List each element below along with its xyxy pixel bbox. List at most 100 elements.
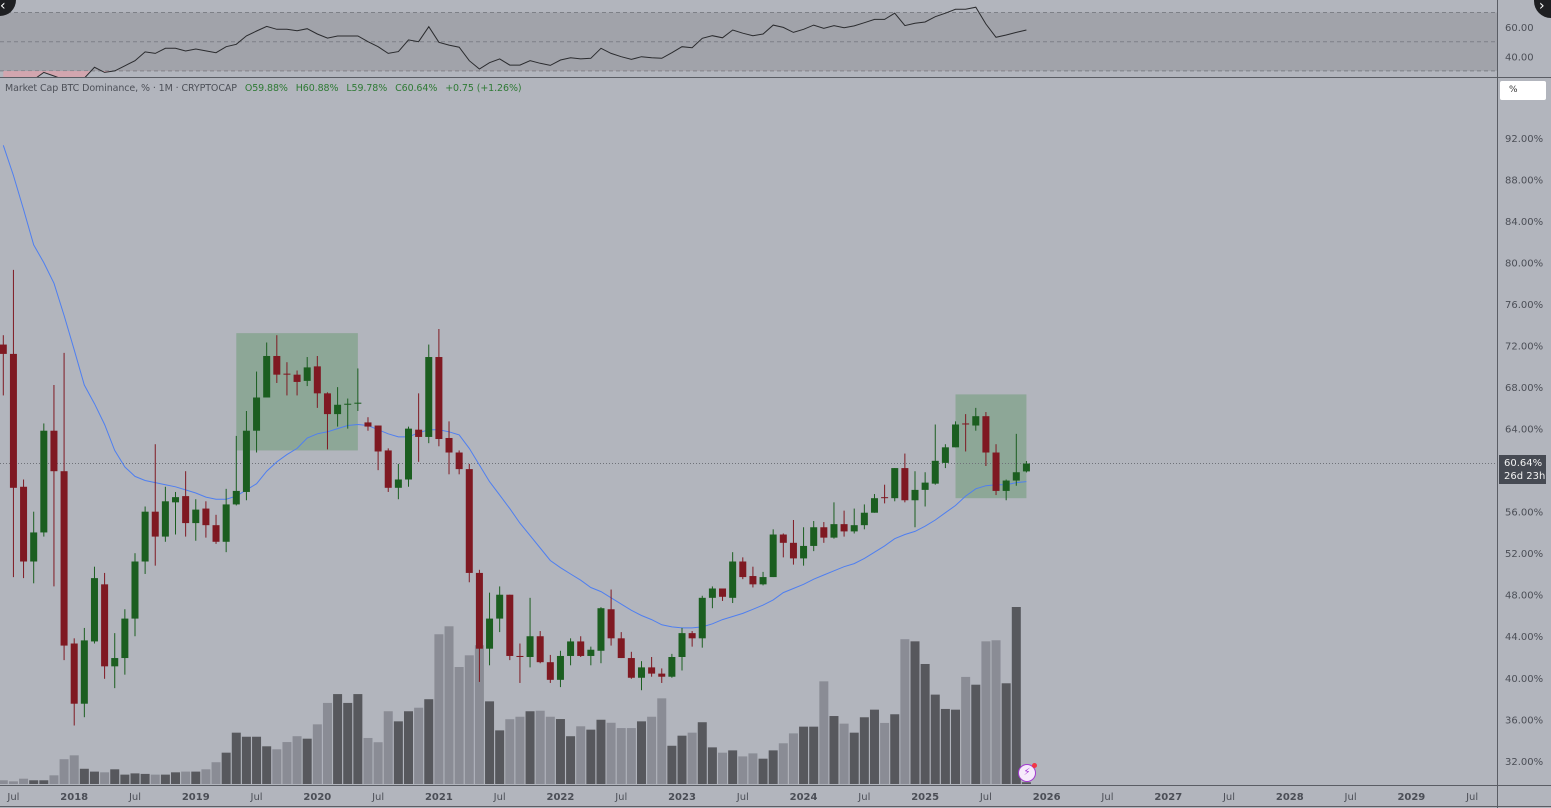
candle[interactable] [546,654,554,683]
candle[interactable] [121,609,129,675]
candle[interactable] [496,586,504,633]
candle[interactable] [455,450,463,475]
candle[interactable] [283,362,291,396]
candle[interactable] [759,571,767,586]
candle[interactable] [617,632,625,659]
candle[interactable] [810,521,818,552]
candle[interactable] [1002,479,1010,501]
candle[interactable] [293,370,301,396]
candle[interactable] [982,412,990,467]
candle[interactable] [405,426,412,487]
candle[interactable] [962,414,970,452]
candle[interactable] [172,491,180,535]
candle[interactable] [698,595,706,648]
candle[interactable] [303,357,311,387]
candle[interactable] [556,650,564,688]
candle[interactable] [232,435,240,506]
candle[interactable] [506,594,514,661]
candle[interactable] [891,468,899,502]
candle[interactable] [0,335,7,396]
candle[interactable] [435,328,443,447]
candle[interactable] [253,371,261,453]
candle[interactable] [597,607,605,664]
candle[interactable] [820,522,828,543]
symbol-title[interactable]: Market Cap BTC Dominance, % · 1M · CRYPT… [5,83,237,94]
lightning-bolt-icon[interactable]: ⚡ [1018,763,1037,782]
candle[interactable] [688,631,696,647]
candle[interactable] [870,494,878,513]
candle[interactable] [901,453,909,503]
candle[interactable] [40,423,48,537]
candle[interactable] [881,484,889,504]
candle[interactable] [708,586,716,609]
candle[interactable] [1022,461,1030,473]
candle[interactable] [769,529,777,578]
candle[interactable] [972,407,980,431]
candle[interactable] [161,486,169,542]
candle[interactable] [313,355,321,408]
candle[interactable] [425,344,433,444]
candle[interactable] [212,514,220,544]
candle[interactable] [658,668,666,683]
candle[interactable] [384,448,392,492]
candle[interactable] [192,499,200,541]
candle[interactable] [101,572,109,679]
candle[interactable] [719,588,727,601]
candle[interactable] [931,424,939,485]
candle[interactable] [921,472,929,507]
candle[interactable] [415,393,423,462]
candle[interactable] [830,502,838,539]
candle[interactable] [840,510,848,537]
scroll-right-button[interactable]: › [1534,0,1551,18]
candle[interactable] [151,444,159,566]
scale-mode-button[interactable]: % [1500,81,1546,100]
candle[interactable] [20,479,28,579]
candle[interactable] [354,368,362,411]
candle[interactable] [131,553,139,637]
candle[interactable] [992,444,1000,496]
candle[interactable] [637,661,645,691]
candle[interactable] [222,488,230,553]
candle[interactable] [70,638,78,726]
candle[interactable] [374,425,382,471]
candle[interactable] [90,566,98,644]
candle[interactable] [364,417,372,431]
candle[interactable] [80,627,88,718]
candle[interactable] [263,342,271,398]
candle[interactable] [749,566,757,588]
candle[interactable] [344,398,352,429]
candle[interactable] [952,421,960,448]
candle[interactable] [607,589,615,646]
candle[interactable] [50,385,58,587]
candle[interactable] [323,392,331,450]
candle[interactable] [668,653,676,678]
candle[interactable] [394,463,402,500]
candle[interactable] [141,506,149,574]
candle[interactable] [789,519,797,565]
candle[interactable] [911,471,919,528]
candle[interactable] [800,527,808,566]
candle[interactable] [60,352,68,661]
candle[interactable] [648,657,656,677]
candle[interactable] [242,410,250,501]
candle[interactable] [627,651,635,679]
candle[interactable] [111,633,119,689]
candle[interactable] [273,335,281,383]
candle[interactable] [739,557,747,580]
candle[interactable] [779,533,787,558]
candle[interactable] [202,501,210,538]
candle[interactable] [587,646,595,666]
highlight-box[interactable] [955,394,1027,499]
candle[interactable] [9,269,17,578]
candle[interactable] [445,421,453,475]
candle[interactable] [182,471,190,537]
candle[interactable] [465,463,473,583]
candle[interactable] [577,636,585,657]
candle[interactable] [334,387,342,427]
candle[interactable] [729,552,737,604]
candle[interactable] [678,627,686,671]
candle[interactable] [30,511,38,584]
candle[interactable] [567,638,575,666]
candle[interactable] [536,631,544,664]
